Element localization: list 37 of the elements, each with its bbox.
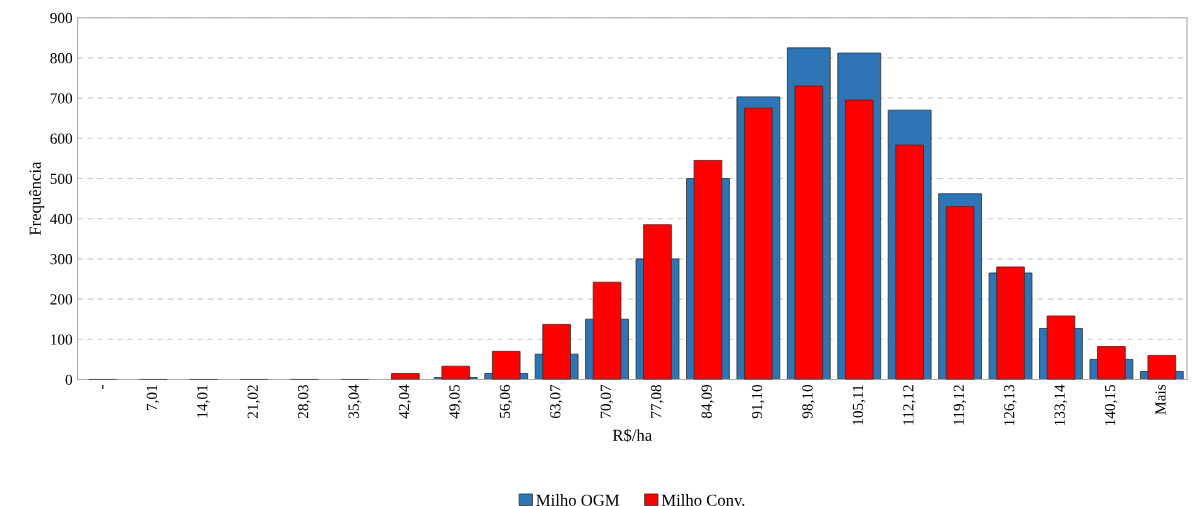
x-tick-label: 21,02 xyxy=(247,385,261,419)
y-tick-label: 0 xyxy=(65,374,73,385)
y-tick-label: 900 xyxy=(50,12,73,24)
y-tick-label: 600 xyxy=(50,133,73,144)
x-tick-label: Mais xyxy=(1155,384,1166,415)
x-tick-label: 77,08 xyxy=(651,384,664,418)
x-tick-label: 126,13 xyxy=(1004,384,1017,426)
x-tick-label: - xyxy=(102,384,104,389)
bar xyxy=(391,373,420,380)
x-tick-label: 14,01 xyxy=(197,385,210,418)
y-tick-label: 400 xyxy=(50,213,73,225)
legend-label: Milho Conv. xyxy=(661,494,745,506)
x-tick-label: 42,04 xyxy=(398,384,412,419)
x-tick-label: 133,14 xyxy=(1054,384,1067,426)
x-tick-label: 112,12 xyxy=(903,385,916,425)
x-tick-label: 84,09 xyxy=(701,384,714,419)
y-axis-title: Frequência xyxy=(29,161,45,236)
y-tick-label: 100 xyxy=(51,334,73,345)
x-tick-label: 105,11 xyxy=(852,385,866,425)
x-tick-label: 35,04 xyxy=(348,384,361,419)
legend-label: Milho OGM xyxy=(536,494,620,506)
y-tick-label: 200 xyxy=(50,294,73,305)
x-tick-label: 28,03 xyxy=(298,384,311,419)
x-tick-label: 140,15 xyxy=(1104,384,1118,426)
y-tick-label: 800 xyxy=(50,53,73,64)
x-tick-label: 70,07 xyxy=(600,384,614,418)
y-tick-label: 300 xyxy=(50,254,73,265)
x-axis-title: R$/ha xyxy=(612,428,652,442)
y-tick-label: 700 xyxy=(50,93,73,104)
x-tick-label: 63,07 xyxy=(550,384,563,419)
x-tick-label: 7,01 xyxy=(146,385,160,411)
x-tick-label: 119,12 xyxy=(953,385,967,425)
x-tick-label: 49,05 xyxy=(449,384,462,419)
x-tick-label: 98,10 xyxy=(802,384,815,419)
y-tick-label: 500 xyxy=(50,173,73,184)
x-tick-label: 56,06 xyxy=(499,384,513,418)
x-tick-label: 91,10 xyxy=(751,384,765,419)
